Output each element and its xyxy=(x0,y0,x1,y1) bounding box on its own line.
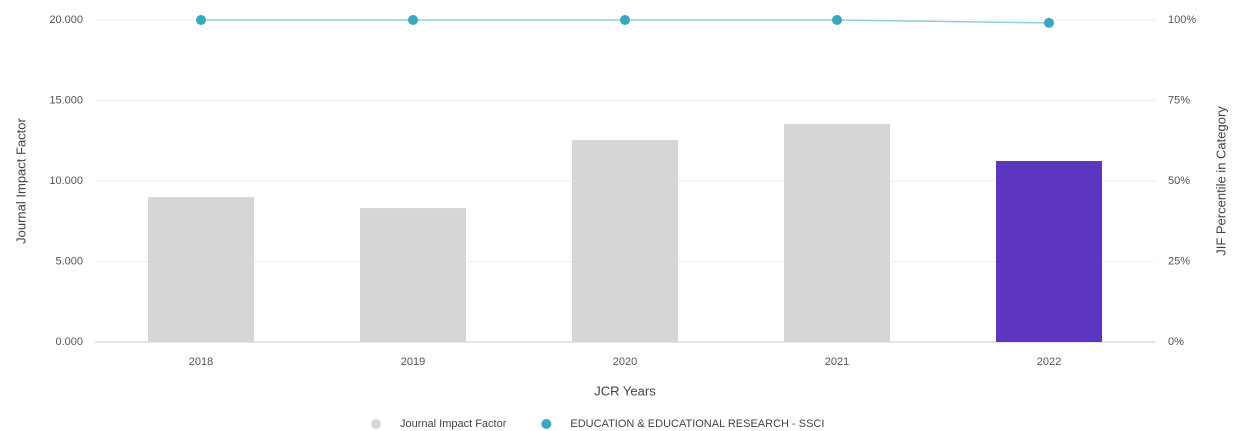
bar xyxy=(996,161,1102,342)
x-tick-label: 2022 xyxy=(1037,356,1061,368)
y-tick-label: 0.000 xyxy=(55,336,83,348)
x-tick-label: 2018 xyxy=(189,356,213,368)
line-point xyxy=(1044,17,1054,28)
y2-tick-label: 50% xyxy=(1168,175,1190,187)
y2-tick-label: 0% xyxy=(1168,336,1184,348)
x-tick-label: 2019 xyxy=(401,356,425,368)
y-tick-label: 20.000 xyxy=(49,14,83,26)
y2-tick-label: 100% xyxy=(1168,14,1196,26)
y2-axis-title: JIF Percentile in Category xyxy=(1213,106,1228,256)
bar xyxy=(784,124,890,342)
line-point xyxy=(196,15,206,25)
bar xyxy=(360,208,466,342)
y-tick-label: 5.000 xyxy=(55,255,83,267)
legend-label: EDUCATION & EDUCATIONAL RESEARCH - SSCI xyxy=(570,418,824,430)
line-point xyxy=(620,15,630,25)
x-tick-label: 2020 xyxy=(613,356,637,368)
x-axis-title: JCR Years xyxy=(594,383,656,398)
y-tick-label: 10.000 xyxy=(49,175,83,187)
bar xyxy=(572,139,678,342)
x-tick-label: 2021 xyxy=(825,356,849,368)
legend-label: Journal Impact Factor xyxy=(400,418,507,430)
y-tick-label: 15.000 xyxy=(49,94,83,106)
legend-swatch xyxy=(541,419,552,429)
y2-tick-label: 75% xyxy=(1168,94,1190,106)
line-point xyxy=(832,15,842,25)
y-axis-title: Journal Impact Factor xyxy=(13,117,28,243)
legend-swatch xyxy=(371,419,381,429)
y2-tick-label: 25% xyxy=(1168,255,1190,267)
bar xyxy=(148,197,254,342)
line-point xyxy=(408,15,418,25)
legend: Journal Impact Factor EDUCATION & EDUCATI… xyxy=(371,418,824,430)
